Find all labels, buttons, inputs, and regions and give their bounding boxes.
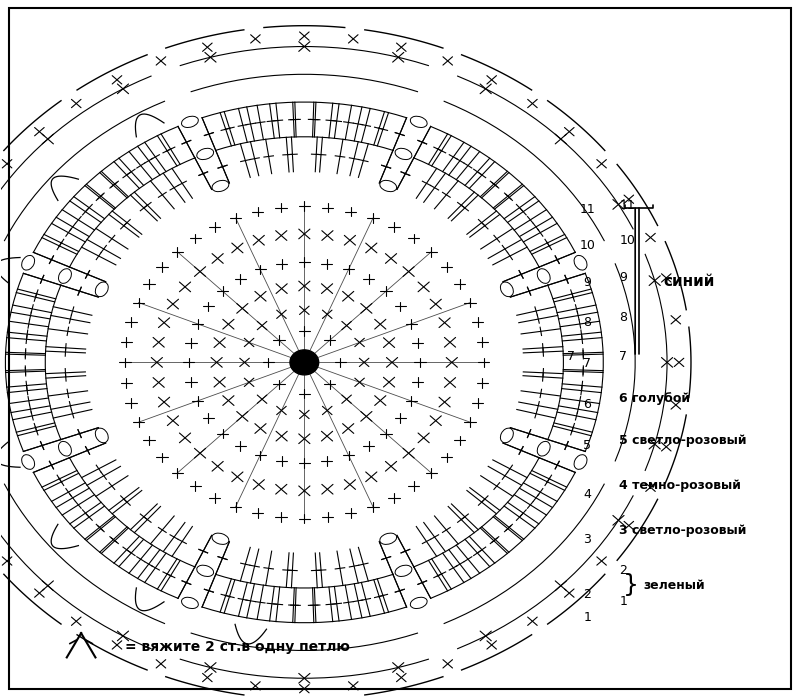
Text: 10: 10 [579,239,595,252]
Text: 6: 6 [583,397,591,411]
Text: 8: 8 [619,311,627,324]
Text: 2: 2 [583,588,591,602]
Text: 11: 11 [579,203,595,216]
Text: 3 светло-розовый: 3 светло-розовый [619,524,746,537]
Text: 6 голубой: 6 голубой [619,392,690,405]
Text: 9: 9 [619,271,627,284]
Text: 1: 1 [619,595,627,608]
Text: синий: синий [663,274,714,289]
Text: 11: 11 [619,199,635,212]
Text: 4 темно-розовый: 4 темно-розовый [619,480,741,493]
Text: = вяжите 2 ст.в одну петлю: = вяжите 2 ст.в одну петлю [125,640,350,654]
Text: 7: 7 [583,358,591,370]
Text: 9: 9 [583,276,591,289]
Text: зеленый: зеленый [643,579,705,592]
Text: 5 светло-розовый: 5 светло-розовый [619,434,746,447]
Text: 2: 2 [619,564,627,577]
Text: 7: 7 [567,351,575,363]
Text: 4: 4 [583,488,591,500]
Text: 10: 10 [619,233,635,247]
Text: 3: 3 [583,533,591,546]
Circle shape [290,350,318,375]
Text: }: } [623,572,639,597]
Text: 8: 8 [583,316,591,328]
Text: 1: 1 [583,611,591,624]
Text: 7: 7 [619,351,627,363]
Text: ▼: ▼ [0,696,1,697]
Text: 5: 5 [583,439,591,452]
